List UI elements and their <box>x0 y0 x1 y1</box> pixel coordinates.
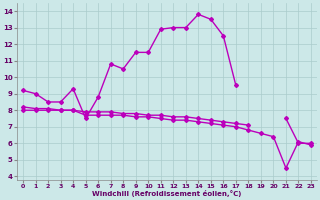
X-axis label: Windchill (Refroidissement éolien,°C): Windchill (Refroidissement éolien,°C) <box>92 190 242 197</box>
